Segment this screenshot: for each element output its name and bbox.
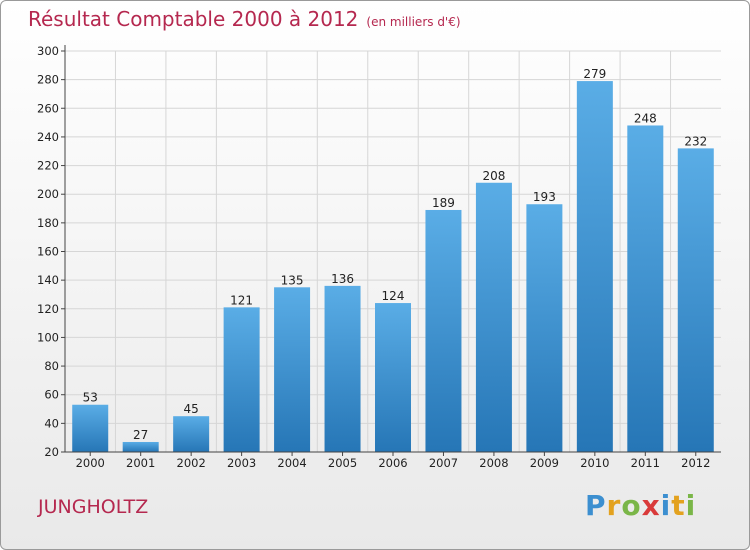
y-tick-label: 160	[37, 245, 59, 259]
x-tick-label: 2005	[328, 456, 357, 470]
chart-title: Résultat Comptable 2000 à 2012 (en millie…	[28, 7, 461, 31]
axis-layer: 20 40 60 80 100 120 140 160 180 200 220 240 260 280 30…	[37, 44, 721, 470]
bar-2000	[72, 404, 109, 452]
y-tick-label: 180	[37, 216, 59, 230]
value-label-2010: 279	[583, 67, 606, 81]
x-tick-label: 2001	[126, 456, 155, 470]
y-tick-label: 80	[44, 359, 59, 373]
y-tick-label: 240	[37, 130, 59, 144]
bar-2004	[274, 287, 311, 452]
y-tick-label: 220	[37, 159, 59, 173]
commune-name: JUNGHOLTZ	[38, 496, 149, 518]
value-label-2012: 232	[684, 134, 707, 148]
y-tick-label: 260	[37, 101, 59, 115]
value-label-2011: 248	[634, 111, 657, 125]
bar-2008	[475, 182, 512, 452]
bar-2003	[223, 307, 260, 452]
y-tick-label: 140	[37, 273, 59, 287]
x-tick-label: 2009	[530, 456, 559, 470]
y-tick-label: 120	[37, 302, 59, 316]
bar-2009	[526, 204, 563, 452]
value-label-2007: 189	[432, 196, 455, 210]
y-tick-label: 20	[44, 445, 59, 459]
x-tick-label: 2007	[429, 456, 458, 470]
chart-title-text: Résultat Comptable 2000 à 2012	[28, 7, 359, 31]
value-label-2008: 208	[482, 169, 505, 183]
bar-2005	[324, 285, 361, 452]
value-label-2004: 135	[281, 273, 304, 287]
y-tick-label: 60	[44, 388, 59, 402]
chart-unit: (en milliers d'€)	[366, 15, 461, 29]
y-tick-label: 300	[37, 44, 59, 58]
x-tick-label: 2006	[378, 456, 407, 470]
value-label-2006: 124	[382, 289, 405, 303]
value-label-2000: 53	[83, 391, 98, 405]
bar-2011	[627, 125, 664, 452]
x-tick-label: 2010	[580, 456, 609, 470]
x-tick-label: 2000	[76, 456, 105, 470]
bar-2002	[173, 416, 210, 452]
value-label-2009: 193	[533, 190, 556, 204]
x-tick-label: 2004	[277, 456, 306, 470]
value-label-2002: 45	[184, 402, 199, 416]
x-tick-label: 2008	[479, 456, 508, 470]
x-tick-label: 2011	[631, 456, 660, 470]
x-tick-label: 2002	[177, 456, 206, 470]
bar-layer: 53 27 45 121 135 136 124 189 208 193 279 248 232	[72, 67, 714, 452]
bar-2006	[375, 303, 411, 452]
bar-2010	[576, 81, 613, 452]
y-tick-label: 200	[37, 187, 59, 201]
bar-2007	[425, 209, 462, 452]
bar-2012	[677, 148, 714, 452]
proxiti-logo[interactable]: Proxiti	[585, 489, 697, 522]
y-tick-label: 40	[44, 416, 59, 430]
y-tick-label: 100	[37, 330, 59, 344]
value-label-2003: 121	[230, 293, 253, 307]
x-tick-label: 2003	[227, 456, 256, 470]
y-tick-label: 280	[37, 73, 59, 87]
x-tick-label: 2012	[681, 456, 710, 470]
bar-2001	[122, 441, 159, 452]
value-label-2001: 27	[133, 428, 148, 442]
value-label-2005: 136	[331, 272, 354, 286]
